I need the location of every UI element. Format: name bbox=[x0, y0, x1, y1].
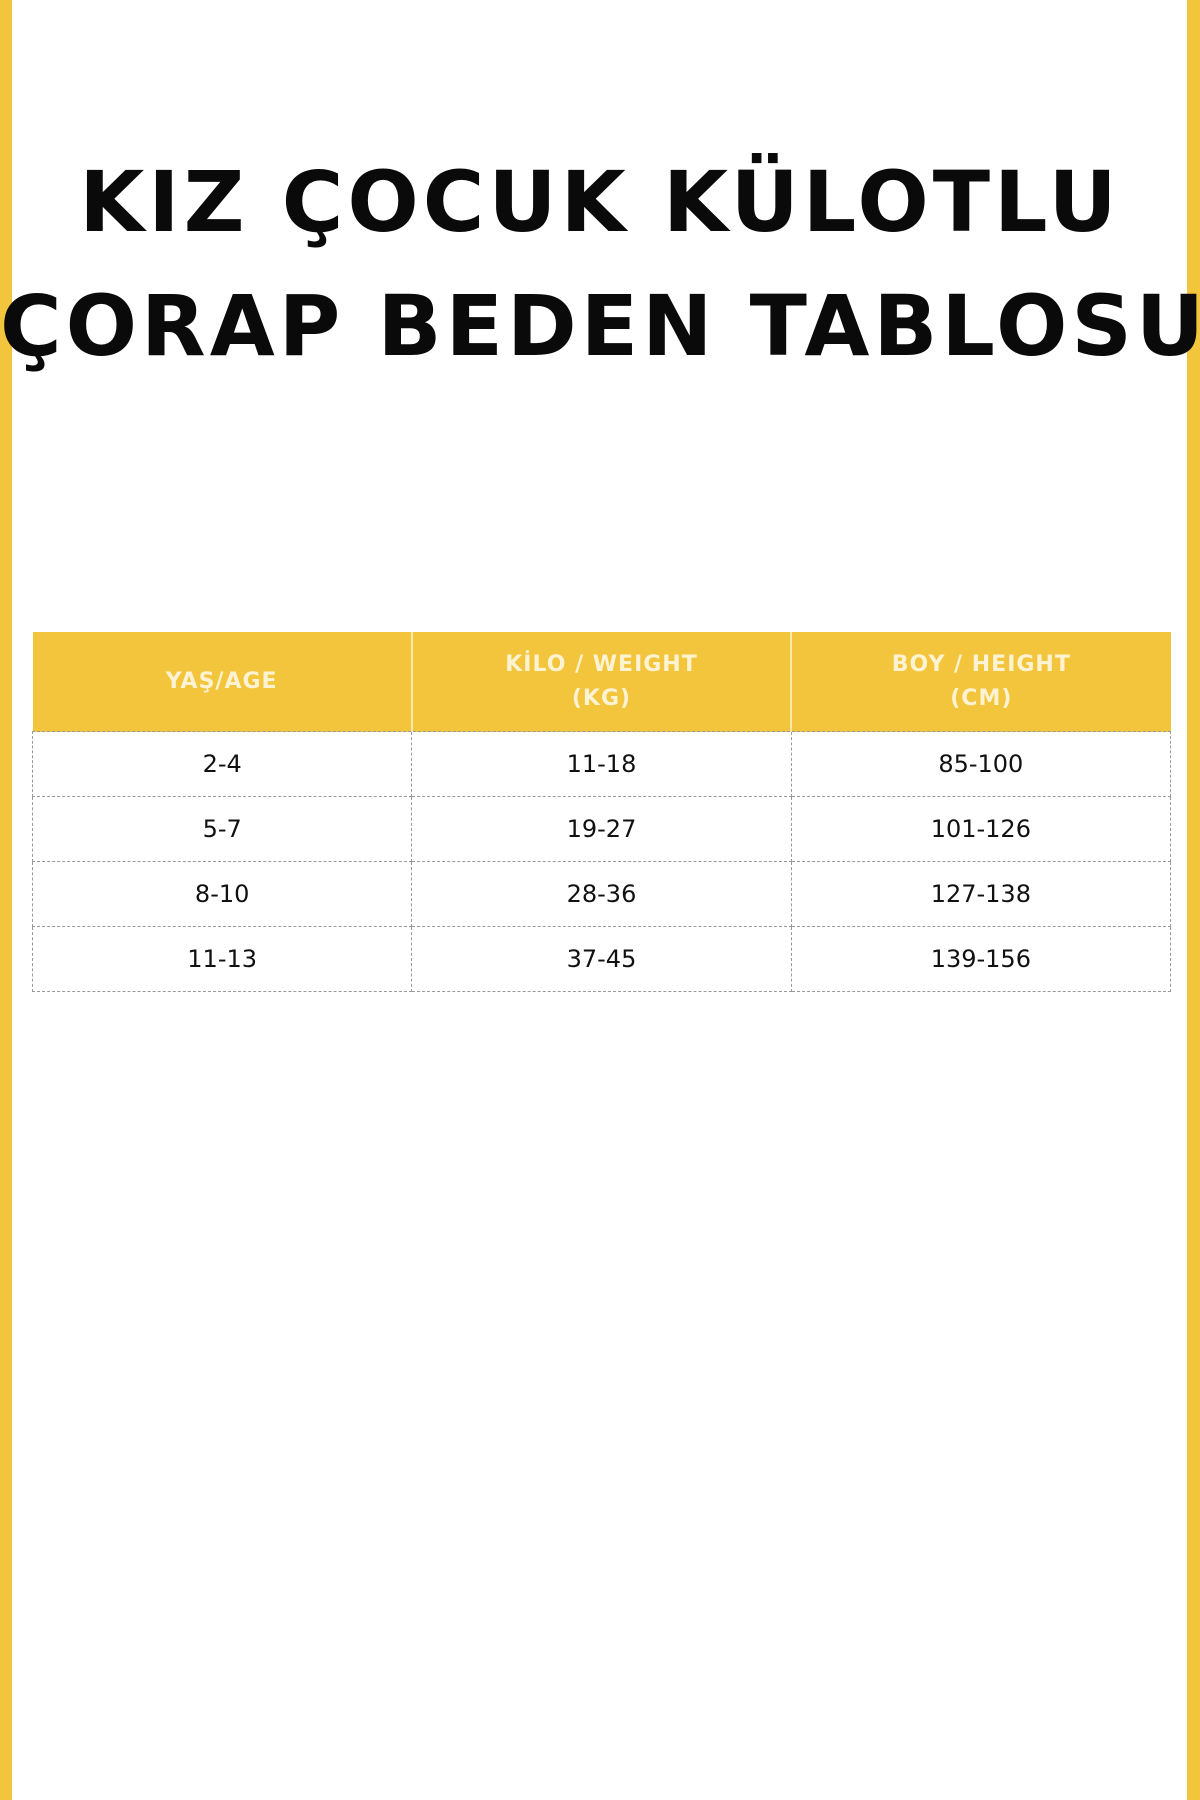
cell-weight: 11-18 bbox=[411, 731, 792, 797]
header-height-unit: (CM) bbox=[950, 685, 1013, 711]
header-weight-label: KİLO / WEIGHT bbox=[505, 651, 698, 677]
cell-weight: 37-45 bbox=[411, 926, 792, 992]
header-weight-unit: (KG) bbox=[571, 685, 632, 711]
table-row: 5-7 19-27 101-126 bbox=[31, 796, 1172, 862]
table-row: 2-4 11-18 85-100 bbox=[31, 731, 1172, 797]
header-height: BOY / HEIGHT (CM) bbox=[791, 632, 1171, 732]
size-table: YAŞ/AGE KİLO / WEIGHT (KG) BOY / HEIGHT (C… bbox=[31, 632, 1172, 992]
table-header-row: YAŞ/AGE KİLO / WEIGHT (KG) BOY / HEIGHT (C… bbox=[32, 632, 1171, 732]
header-age: YAŞ/AGE bbox=[32, 632, 413, 732]
cell-height: 139-156 bbox=[790, 926, 1172, 992]
table-row: 8-10 28-36 127-138 bbox=[31, 861, 1172, 927]
cell-height: 127-138 bbox=[790, 861, 1172, 927]
header-age-label: YAŞ/AGE bbox=[165, 668, 278, 694]
cell-weight: 19-27 bbox=[411, 796, 792, 862]
cell-age: 8-10 bbox=[31, 861, 413, 927]
cell-age: 2-4 bbox=[31, 731, 413, 797]
cell-weight: 28-36 bbox=[411, 861, 792, 927]
cell-age: 11-13 bbox=[31, 926, 413, 992]
cell-age: 5-7 bbox=[31, 796, 413, 862]
right-accent-border bbox=[1187, 0, 1200, 1800]
header-height-label: BOY / HEIGHT bbox=[891, 651, 1071, 677]
header-weight: KİLO / WEIGHT (KG) bbox=[411, 632, 793, 732]
title-line-2: ÇORAP BEDEN TABLOSU bbox=[0, 277, 1200, 375]
cell-height: 101-126 bbox=[790, 796, 1172, 862]
table-row: 11-13 37-45 139-156 bbox=[31, 926, 1172, 992]
title-line-1: KIZ ÇOCUK KÜLOTLU bbox=[79, 153, 1121, 251]
page-title: KIZ ÇOCUK KÜLOTLU ÇORAP BEDEN TABLOSU bbox=[0, 140, 1200, 388]
cell-height: 85-100 bbox=[790, 731, 1172, 797]
left-accent-border bbox=[0, 0, 12, 1800]
